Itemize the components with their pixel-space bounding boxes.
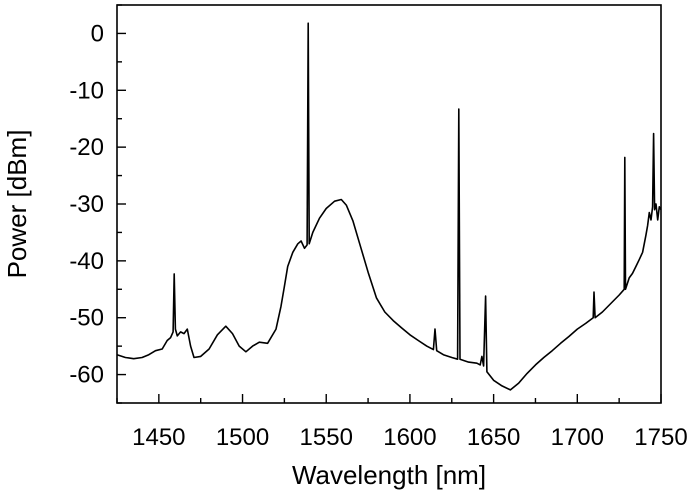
plot-frame (116, 4, 662, 404)
x-tick-label: 1550 (300, 424, 353, 451)
x-tick-label: 1450 (132, 424, 185, 451)
x-axis-title: Wavelength [nm] (292, 460, 486, 490)
spectrum-line (116, 22, 662, 391)
x-tick-label: 1700 (551, 424, 604, 451)
y-tick-label: -30 (69, 191, 104, 218)
y-tick-label: 0 (91, 20, 104, 47)
x-tick-label: 1650 (467, 424, 520, 451)
y-tick-label: -40 (69, 248, 104, 275)
y-tick-label: -10 (69, 77, 104, 104)
y-tick-label: -20 (69, 134, 104, 161)
x-tick-label: 1750 (634, 424, 687, 451)
y-tick-labels: 0 -10 -20 -30 -40 -50 -60 (69, 20, 104, 388)
y-tick-label: -50 (69, 305, 104, 332)
x-tick-label: 1500 (216, 424, 269, 451)
x-tick-labels: 1450 1500 1550 1600 1650 1700 1750 (132, 424, 688, 451)
axis-ticks (116, 4, 662, 404)
y-axis-title: Power [dBm] (2, 130, 32, 279)
y-tick-label: -60 (69, 362, 104, 389)
x-tick-label: 1600 (383, 424, 436, 451)
